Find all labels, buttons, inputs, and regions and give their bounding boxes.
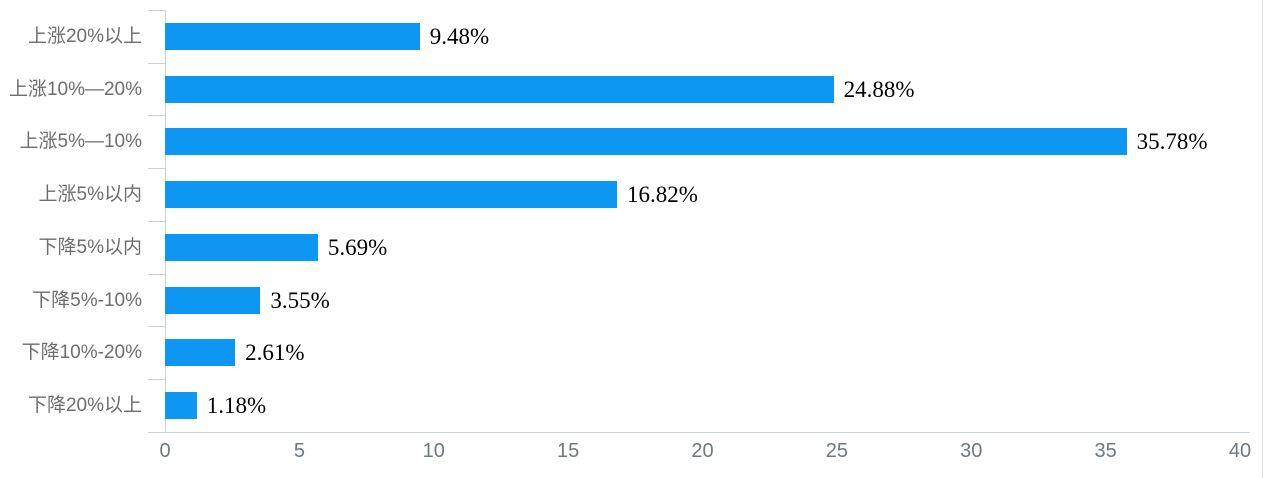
x-tick-label: 20 [691,440,714,462]
bar-row: 上涨10%—20% 24.88% [0,63,1269,116]
bar [165,339,236,366]
category-label: 上涨5%以内 [38,184,142,205]
x-tick-label: 5 [293,440,305,462]
value-label: 2.61% [245,339,305,365]
bar-row: 下降5%-10% 3.55% [0,274,1269,327]
y-axis-tick [148,221,165,222]
bar [165,23,420,50]
x-axis-line [148,432,1250,433]
value-label: 35.78% [1136,128,1208,154]
chart-right-border [1262,0,1263,478]
category-label: 下降5%-10% [32,290,142,311]
category-label: 上涨5%—10% [19,131,143,152]
bar-row: 下降20%以上 1.18% [0,379,1269,432]
bar [165,76,834,103]
bar-row: 下降5%以内 5.69% [0,221,1269,274]
y-axis-tick [148,168,165,169]
y-axis-tick [148,63,165,64]
category-label: 下降20%以上 [27,395,142,416]
bar [165,128,1127,155]
bar [165,181,618,208]
x-tick-label: 0 [159,440,171,462]
y-axis-tick [148,274,165,275]
x-tick-label: 30 [960,440,983,462]
y-axis-line [165,10,166,432]
y-axis-tick [148,10,165,11]
bar [165,287,261,314]
x-tick-label: 35 [1094,440,1117,462]
x-axis: 0 5 10 15 20 25 30 35 40 [159,440,1251,470]
bar [165,392,197,419]
category-label: 下降5%以内 [38,237,142,258]
category-label: 上涨10%—20% [8,79,142,100]
category-label: 下降10%-20% [21,342,142,363]
value-label: 9.48% [429,23,490,49]
bar [165,234,318,261]
bar-row: 上涨5%以内 16.82% [0,168,1269,221]
bar-row: 上涨5%—10% 35.78% [0,115,1269,168]
bar-row: 下降10%-20% 2.61% [0,326,1269,379]
value-label: 3.55% [270,287,330,313]
x-tick-label: 40 [1228,440,1252,462]
x-tick-label: 15 [557,440,580,462]
value-label: 24.88% [843,76,915,102]
x-tick-label: 25 [825,440,848,462]
value-label: 16.82% [627,181,698,207]
x-tick-label: 10 [422,440,445,462]
value-label: 5.69% [327,234,388,260]
y-axis-tick [148,379,165,380]
y-axis-tick [148,115,165,116]
bar-row: 上涨20%以上 9.48% [0,10,1269,63]
y-axis-tick [148,326,165,327]
value-label: 1.18% [206,392,267,418]
category-label: 上涨20%以上 [27,26,142,47]
